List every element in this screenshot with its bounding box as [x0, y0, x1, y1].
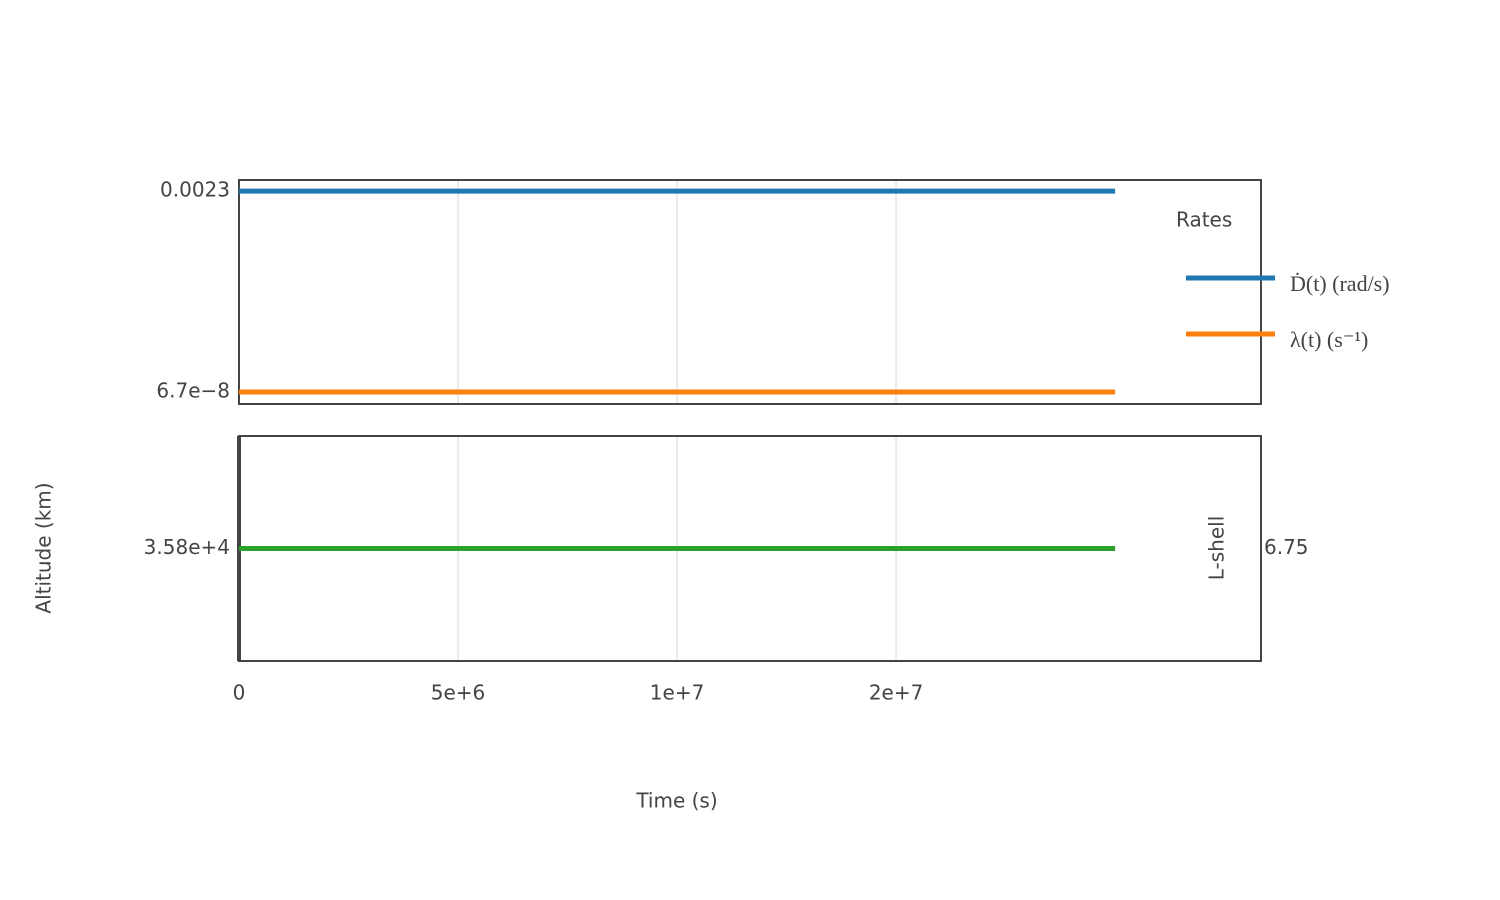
y-tick-label: 6.7e−8: [156, 379, 230, 403]
y-tick-label: 3.58e+4: [144, 535, 230, 559]
y2-axis-title: L-shell: [1205, 516, 1229, 581]
y-axis-title: Altitude (km): [32, 482, 56, 613]
y-tick-label: 0.0023: [160, 178, 230, 202]
x-tick-label: 5e+6: [431, 681, 486, 705]
x-tick-label: 0: [233, 681, 246, 705]
legend-label: Ḋ(t) (rad/s): [1290, 271, 1390, 296]
plot-frame: [238, 179, 1262, 405]
x-tick-label: 1e+7: [650, 681, 705, 705]
legend-label: λ(t) (s⁻¹): [1290, 327, 1368, 352]
x-axis-title: Time (s): [635, 789, 717, 813]
legend-title: Rates: [1176, 208, 1232, 232]
y2-tick-label: 6.75: [1264, 535, 1309, 559]
x-tick-label: 2e+7: [869, 681, 924, 705]
